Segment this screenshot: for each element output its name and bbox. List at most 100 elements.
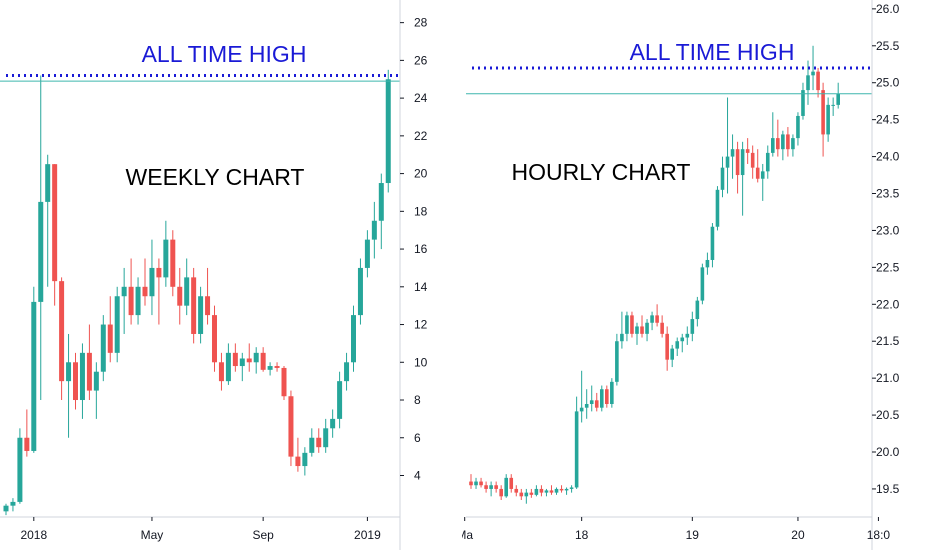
weekly-candle: [253, 347, 259, 374]
hourly-candle: [730, 134, 735, 179]
weekly-candle-body: [212, 315, 217, 363]
hourly-candle-body: [821, 90, 825, 135]
weekly-candle: [93, 362, 99, 419]
weekly-y-tick-label: 26: [414, 53, 428, 67]
weekly-x-tick-label: 2019: [354, 528, 381, 542]
weekly-candle-body: [357, 267, 363, 316]
weekly-candle-body: [246, 358, 252, 363]
hourly-candle: [504, 474, 509, 498]
hourly-candle: [509, 474, 514, 493]
hourly-candle-body: [630, 315, 634, 334]
weekly-y-tick-label: 20: [414, 167, 428, 181]
weekly-candle-body: [344, 362, 350, 382]
weekly-candle: [309, 428, 315, 457]
hourly-candle: [479, 477, 483, 488]
hourly-candle: [554, 487, 559, 495]
weekly-candle-body: [93, 371, 99, 391]
hourly-candle-body: [680, 337, 685, 342]
hourly-candle-body: [469, 481, 473, 486]
weekly-candle: [73, 352, 78, 410]
weekly-ath-label: ALL TIME HIGH: [142, 41, 307, 67]
hourly-candle-body: [620, 333, 624, 342]
hourly-candle-body: [831, 104, 835, 106]
hourly-candle: [735, 141, 740, 194]
hourly-candle: [786, 127, 790, 157]
weekly-candle: [260, 347, 266, 372]
hourly-candle-body: [690, 319, 695, 334]
hourly-candle-body: [605, 389, 609, 404]
weekly-y-tick-label: 12: [414, 318, 428, 332]
hourly-candle: [564, 487, 569, 495]
hourly-candle-body: [695, 300, 700, 320]
hourly-annotation: HOURLY CHART: [512, 159, 691, 185]
hourly-candle: [559, 485, 564, 493]
hourly-candle: [680, 333, 685, 353]
weekly-candle-body: [371, 220, 377, 240]
hourly-y-tick-label: 26.0: [876, 2, 900, 16]
hourly-candle-body: [806, 75, 810, 91]
hourly-candle-body: [816, 71, 820, 91]
weekly-candle-body: [218, 362, 224, 382]
weekly-candle-body: [260, 352, 266, 370]
hourly-candle-body: [594, 400, 599, 408]
weekly-candles: [3, 69, 391, 516]
weekly-candle: [38, 75, 44, 401]
hourly-candle: [811, 45, 815, 91]
hourly-candle: [640, 315, 644, 338]
weekly-candle: [246, 343, 252, 372]
weekly-candle: [45, 154, 51, 287]
weekly-candle: [302, 447, 308, 476]
weekly-candle: [330, 409, 336, 438]
hourly-candle-body: [655, 315, 659, 323]
panel-gap: [438, 0, 462, 550]
weekly-y-tick-label: 22: [414, 129, 428, 143]
hourly-y-tick-label: 25.5: [876, 39, 900, 53]
weekly-candle: [191, 267, 197, 344]
hourly-candle: [705, 252, 710, 275]
hourly-candle: [529, 488, 534, 498]
weekly-candle-body: [59, 281, 65, 382]
hourly-candle-body: [635, 326, 639, 334]
hourly-candle: [519, 488, 524, 501]
hourly-candle-body: [791, 138, 795, 150]
hourly-candle: [484, 481, 488, 493]
hourly-candle-body: [720, 167, 725, 190]
weekly-candle-body: [225, 352, 231, 382]
weekly-candle-body: [205, 296, 211, 316]
weekly-candle-body: [52, 164, 58, 282]
hourly-candle-body: [826, 104, 830, 135]
weekly-chart-panel: ALL TIME HIGH WEEKLY CHART 4 6 8 10 12 14 16 18 20…: [0, 0, 473, 550]
weekly-candle-body: [149, 267, 155, 297]
hourly-candle: [816, 67, 820, 98]
hourly-candle: [635, 322, 639, 345]
weekly-candle-body: [17, 437, 23, 502]
weekly-candle: [337, 371, 343, 429]
hourly-candle-body: [504, 477, 509, 497]
hourly-candle-body: [771, 138, 775, 153]
weekly-candle: [177, 267, 183, 325]
hourly-candle: [610, 378, 614, 408]
weekly-candle: [121, 267, 127, 334]
weekly-candle: [316, 428, 322, 453]
hourly-candle-body: [750, 152, 755, 168]
hourly-candle-body: [745, 149, 750, 153]
hourly-candle-body: [474, 481, 478, 486]
hourly-candle: [514, 485, 519, 497]
hourly-candle: [720, 156, 725, 198]
weekly-candle: [3, 503, 9, 516]
weekly-candle-body: [191, 277, 197, 334]
weekly-candle: [184, 258, 190, 316]
hourly-candle-body: [484, 485, 488, 489]
hourly-candle-body: [760, 171, 765, 179]
hourly-candle-body: [640, 326, 644, 334]
weekly-candle-body: [170, 239, 176, 287]
hourly-candle: [771, 112, 775, 157]
weekly-candle-body: [364, 239, 370, 268]
hourly-candle: [776, 119, 780, 157]
hourly-candle-body: [665, 333, 669, 360]
hourly-candle-body: [519, 492, 524, 497]
hourly-candle: [675, 337, 680, 356]
weekly-candle: [142, 258, 148, 306]
hourly-candle-body: [544, 490, 549, 493]
